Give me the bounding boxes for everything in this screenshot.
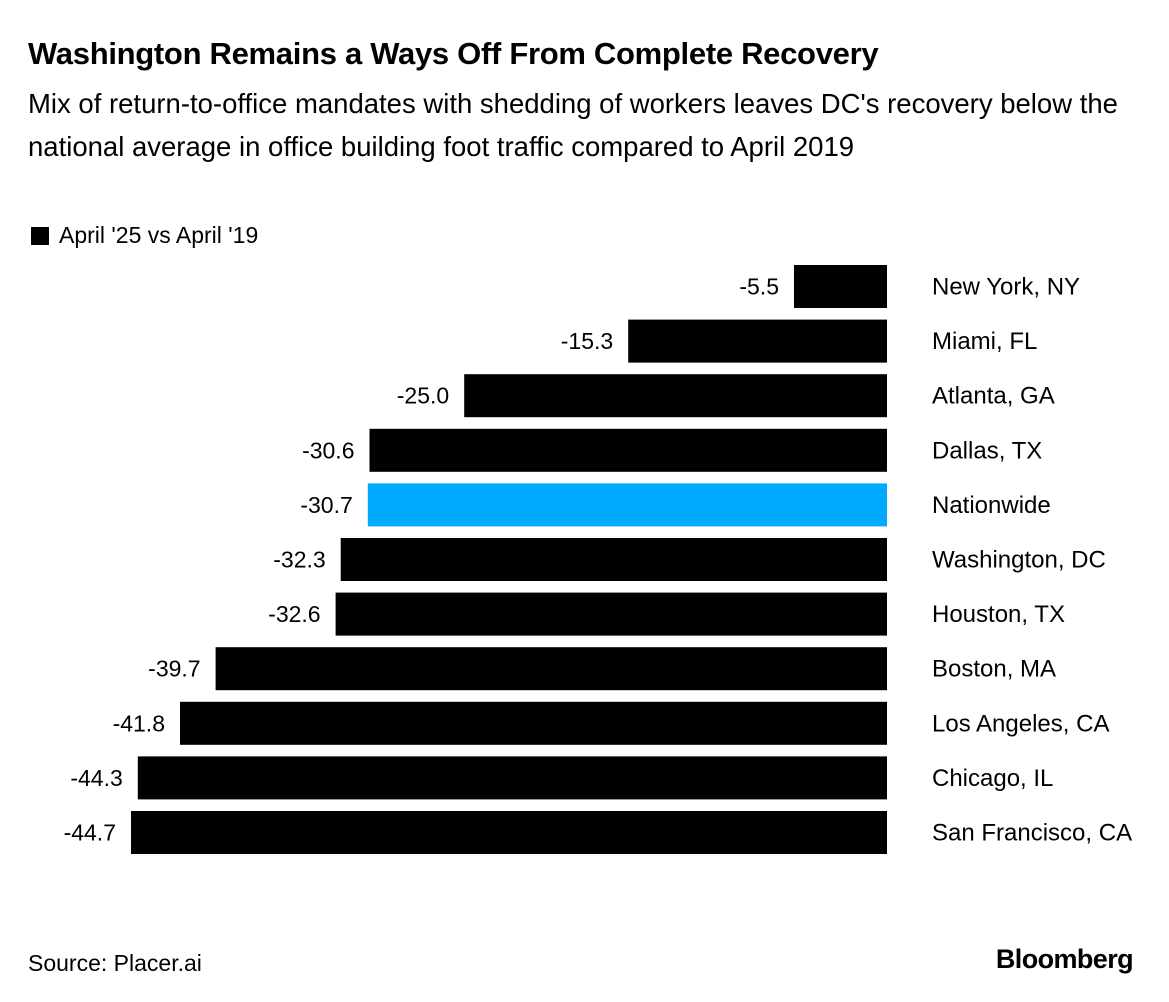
bar-chicago-il: [137, 756, 888, 800]
bar-nationwide: [367, 483, 887, 527]
bar-san-francisco-ca: [131, 811, 887, 854]
chart-subtitle: Mix of return-to-office mandates with sh…: [28, 88, 1118, 162]
value-label: -30.6: [302, 437, 354, 463]
bar-miami-fl: [628, 319, 887, 363]
value-label: -15.3: [561, 328, 613, 354]
legend-swatch: [31, 226, 49, 245]
bar-los-angeles-ca: [180, 701, 887, 745]
category-label: Washington, DC: [932, 547, 1106, 574]
category-label: San Francisco, CA: [932, 820, 1132, 847]
bar-washington-dc: [340, 538, 887, 581]
category-label: Chicago, IL: [932, 765, 1053, 792]
bar-houston-tx: [335, 592, 888, 636]
category-label: Los Angeles, CA: [932, 710, 1109, 737]
bar-atlanta-ga: [464, 374, 887, 418]
value-label: -5.5: [739, 274, 779, 300]
chart-title: Washington Remains a Ways Off From Compl…: [28, 36, 879, 71]
legend-label: April '25 vs April '19: [59, 222, 259, 248]
category-label: Boston, MA: [932, 656, 1056, 683]
category-label: Nationwide: [932, 492, 1051, 519]
bar-chart: -5.5 New York, NY -15.3 Miami, FL -25.0 Atlan…: [64, 265, 1132, 854]
value-label: -25.0: [397, 383, 449, 409]
value-label: -41.8: [113, 710, 165, 736]
legend: April '25 vs April '19: [31, 222, 258, 249]
value-label: -39.7: [148, 656, 200, 682]
value-label: -44.3: [70, 765, 122, 791]
category-label: Atlanta, GA: [932, 383, 1055, 410]
source-note: Source: Placer.ai: [28, 950, 202, 976]
bar-new-york-ny: [794, 265, 887, 308]
value-label: -32.3: [273, 547, 325, 573]
bloomberg-logo: Bloomberg: [995, 944, 1134, 974]
bar-boston-ma: [215, 647, 888, 691]
category-label: New York, NY: [932, 274, 1080, 301]
category-label: Houston, TX: [932, 601, 1065, 628]
value-label: -30.7: [300, 492, 352, 518]
category-label: Dallas, TX: [932, 437, 1042, 464]
value-label: -44.7: [64, 820, 116, 846]
bar-dallas-tx: [369, 428, 887, 472]
category-label: Miami, FL: [932, 328, 1037, 355]
value-label: -32.6: [268, 601, 320, 627]
